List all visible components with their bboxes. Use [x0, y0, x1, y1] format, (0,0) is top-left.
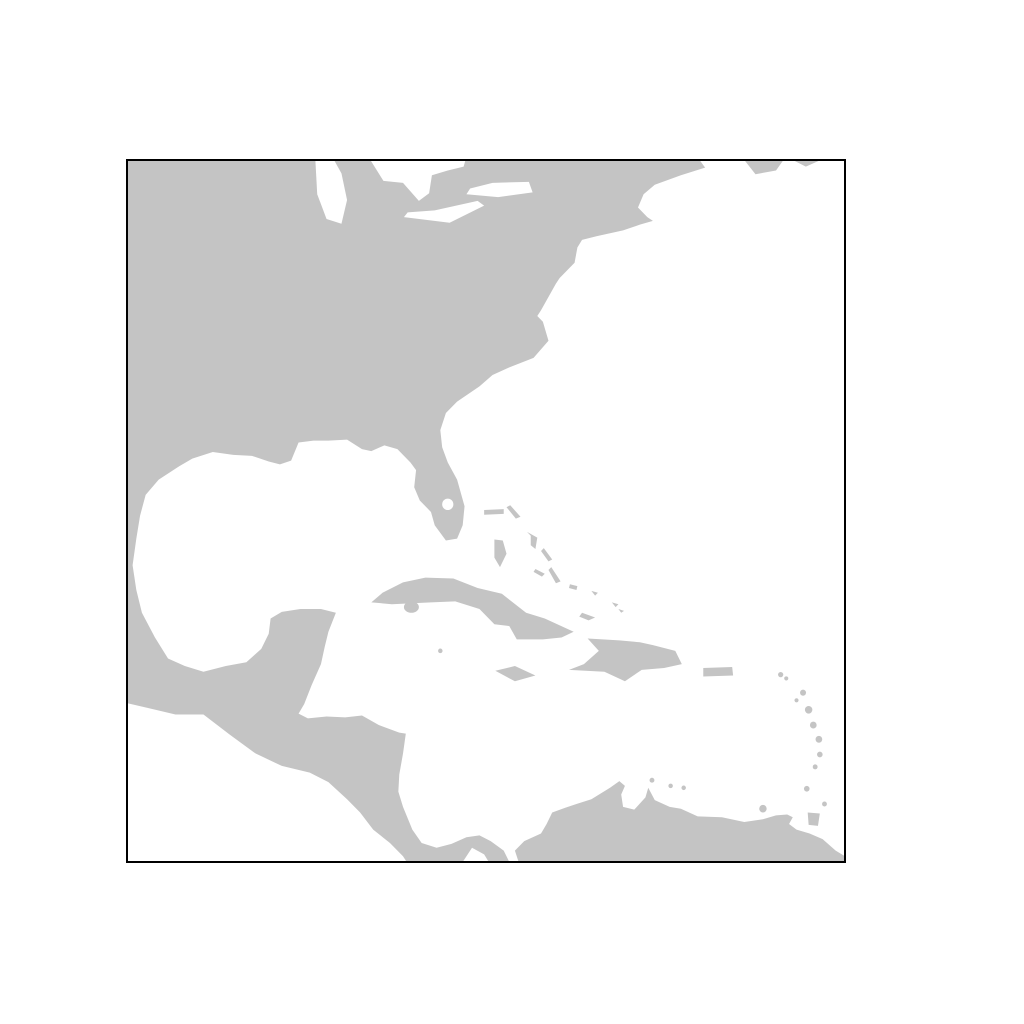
puerto-rico-island: [703, 666, 734, 677]
gulf-of-panama-mask: [462, 847, 489, 862]
lake-huron: [370, 159, 466, 201]
lake-michigan: [315, 159, 348, 224]
lake-ontario: [466, 181, 533, 198]
pacific-ocean-mask: [126, 703, 407, 862]
hispaniola-island: [568, 638, 682, 682]
lake-erie: [403, 200, 485, 223]
yucatan-shelf-gap: [267, 590, 337, 610]
nova-scotia-strips: [744, 159, 821, 175]
plot-area: [126, 159, 846, 863]
isla-juventud: [403, 601, 419, 613]
north-central-america-landmass: [126, 159, 706, 862]
plot-border: [126, 159, 846, 863]
land-layer: [126, 159, 846, 862]
lesser-antilles-islands: [438, 648, 827, 813]
lake-okeechobee: [442, 498, 454, 511]
trinidad-island: [807, 812, 820, 826]
lakes-and-pacific-layer: [126, 159, 533, 862]
south-america-landmass: [514, 781, 846, 862]
jamaica-island: [495, 666, 536, 682]
cuba-island: [371, 577, 574, 640]
